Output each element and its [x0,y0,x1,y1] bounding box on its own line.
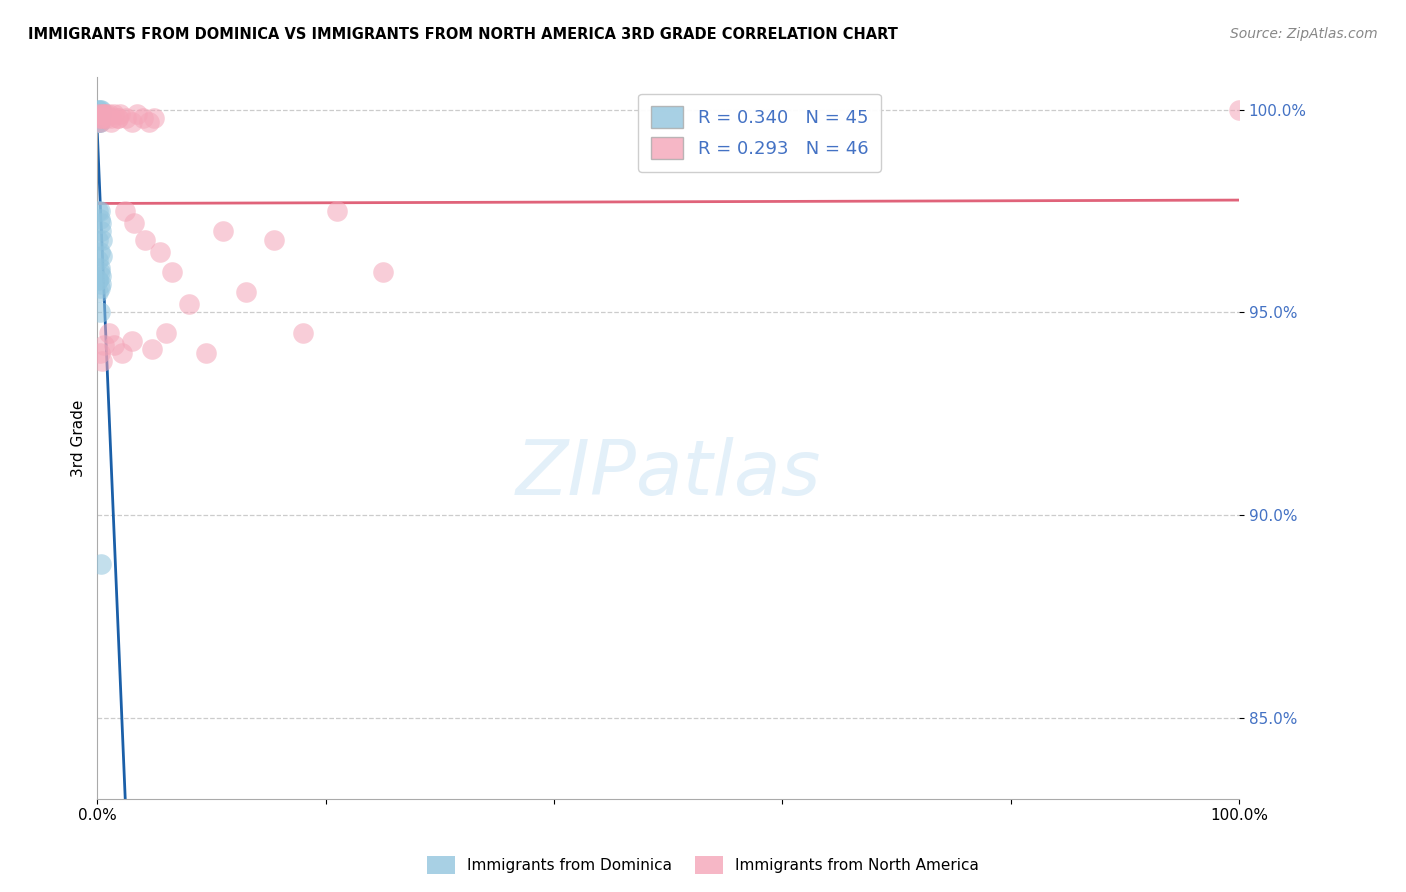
Point [155,326,177,340]
Point [89,305,111,319]
Point [371,265,394,279]
Point [96,107,118,121]
Point [89,111,111,125]
Point [87,107,110,121]
Point [90,557,112,571]
Point [177,297,200,311]
Point [122,216,145,230]
Text: ZIPatlas: ZIPatlas [516,437,821,511]
Point [90,224,112,238]
Point [291,326,314,340]
Point [90,354,112,368]
Point [87,111,110,125]
Point [97,326,120,340]
Point [138,115,160,129]
Point [90,111,112,125]
Point [89,212,111,227]
Point [87,115,110,129]
Point [90,107,112,121]
Point [87,285,110,300]
Point [89,346,111,360]
Point [87,204,110,219]
Point [90,268,112,283]
Point [89,204,111,219]
Point [111,346,134,360]
Point [89,107,111,121]
Point [141,342,163,356]
Point [212,224,235,238]
Point [108,107,131,121]
Point [100,111,122,125]
Point [90,233,112,247]
Point [114,204,136,219]
Point [134,233,156,247]
Point [87,107,110,121]
Point [89,115,111,129]
Point [90,249,112,263]
Point [103,107,125,121]
Point [90,277,112,292]
Point [87,115,110,129]
Point [87,103,110,117]
Point [115,111,138,125]
Point [160,265,183,279]
Point [235,285,257,300]
Point [87,107,110,121]
Point [90,111,112,125]
Text: Source: ZipAtlas.com: Source: ZipAtlas.com [1230,27,1378,41]
Point [93,107,115,121]
Point [143,111,166,125]
Point [149,244,172,259]
Point [96,111,118,125]
Point [93,338,115,352]
Point [89,107,111,121]
Legend: Immigrants from Dominica, Immigrants from North America: Immigrants from Dominica, Immigrants fro… [422,850,984,880]
Point [89,111,111,125]
Point [90,216,112,230]
Point [89,111,111,125]
Point [87,111,110,125]
Point [121,115,143,129]
Text: IMMIGRANTS FROM DOMINICA VS IMMIGRANTS FROM NORTH AMERICA 3RD GRADE CORRELATION : IMMIGRANTS FROM DOMINICA VS IMMIGRANTS F… [28,27,898,42]
Y-axis label: 3rd Grade: 3rd Grade [72,400,86,477]
Point [89,111,111,125]
Point [90,107,112,121]
Point [90,107,112,121]
Point [89,111,111,125]
Point [87,107,110,121]
Point [326,204,349,219]
Point [87,233,110,247]
Point [87,107,110,121]
Point [89,115,111,129]
Point [89,265,111,279]
Point [87,252,110,267]
Point [132,111,155,125]
Point [87,115,110,129]
Point [103,338,125,352]
Point [89,111,111,125]
Point [100,115,122,129]
Legend: R = 0.340   N = 45, R = 0.293   N = 46: R = 0.340 N = 45, R = 0.293 N = 46 [638,94,882,172]
Point [97,107,120,121]
Point [90,107,112,121]
Point [263,233,285,247]
Point [89,244,111,259]
Point [87,273,110,287]
Point [89,281,111,295]
Point [87,273,110,287]
Point [194,346,217,360]
Point [89,103,111,117]
Point [89,115,111,129]
Point [107,111,129,125]
Point [1227,103,1250,117]
Point [89,260,111,275]
Point [91,107,114,121]
Point [90,103,112,117]
Point [87,111,110,125]
Point [121,334,143,348]
Point [107,111,129,125]
Point [127,107,149,121]
